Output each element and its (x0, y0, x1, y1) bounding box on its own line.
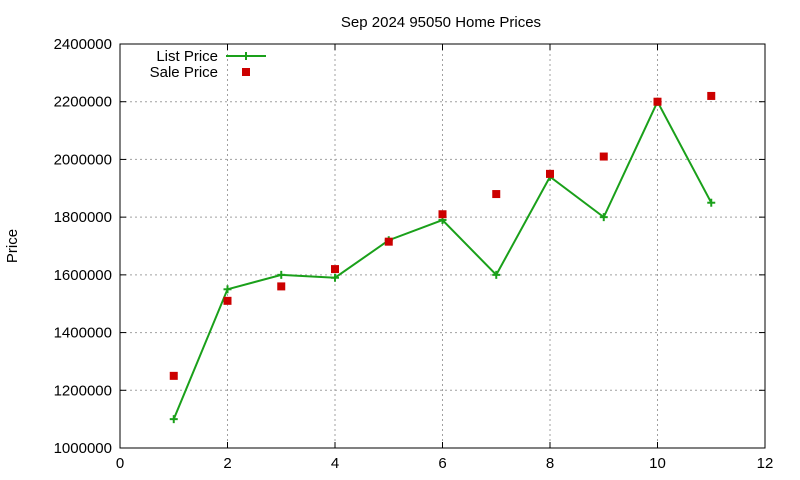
chart-title: Sep 2024 95050 Home Prices (341, 14, 541, 31)
x-tick-label: 0 (116, 455, 124, 472)
sale-price-point (223, 296, 232, 305)
x-tick-label: 4 (331, 455, 339, 472)
sale-price-point (546, 169, 554, 178)
x-tick-label: 10 (649, 455, 666, 472)
sale-price-point (599, 152, 608, 161)
sale-price-point (653, 97, 662, 106)
x-tick-label: 2 (223, 455, 231, 472)
y-tick-label: 2200000 (54, 94, 112, 111)
y-tick-label: 2400000 (54, 36, 112, 53)
y-axis-label: Price (4, 229, 21, 263)
list-price-point (277, 270, 286, 279)
sale-price-point (384, 237, 393, 246)
x-tick-label: 12 (757, 455, 774, 472)
x-tick-label: 8 (546, 455, 554, 472)
sale-price-point (277, 282, 286, 291)
series (169, 91, 716, 424)
sale-price-point (492, 190, 501, 199)
sale-price-point (169, 371, 178, 380)
legend-label-list-price: List Price (156, 48, 218, 65)
list-price-point (223, 285, 232, 294)
list-price-point (707, 198, 716, 207)
list-price-point (599, 213, 608, 222)
sale-price-point (438, 210, 447, 219)
grid (120, 44, 765, 448)
legend-marker-sale-price (242, 68, 250, 76)
x-tick-label: 6 (438, 455, 446, 472)
legend-label-sale-price: Sale Price (150, 64, 218, 81)
y-tick-label: 1000000 (54, 440, 112, 457)
y-tick-label: 2000000 (54, 151, 112, 168)
axes: 0 2 4 6 8 10 12 1000000 1200000 1400000 1600000 180… (54, 36, 774, 472)
y-tick-label: 1600000 (54, 267, 112, 284)
list-price-point (169, 415, 178, 424)
list-price-point (492, 270, 501, 279)
y-tick-label: 1400000 (54, 325, 112, 342)
y-tick-label: 1800000 (54, 209, 112, 226)
sale-price-point (331, 265, 339, 274)
y-tick-label: 1200000 (54, 382, 112, 399)
sale-price-point (707, 91, 716, 100)
list-price-point (331, 273, 339, 282)
